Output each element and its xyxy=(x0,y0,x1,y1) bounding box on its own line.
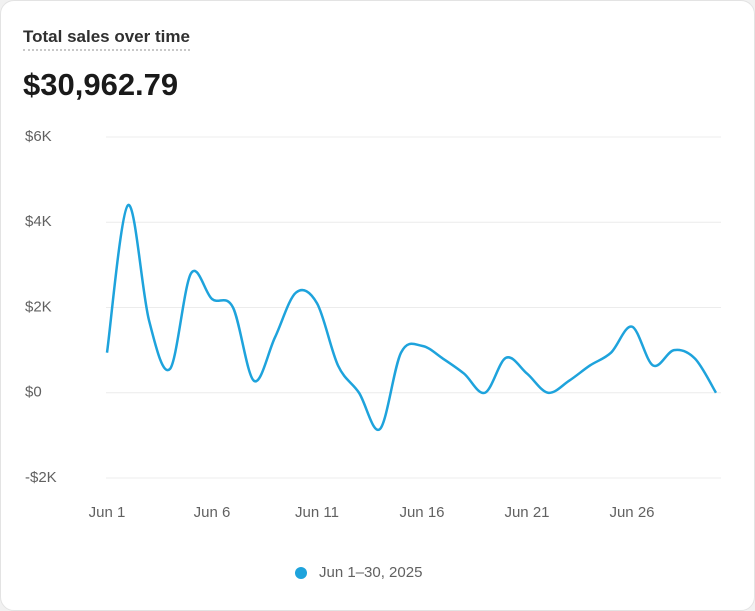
x-tick-label: Jun 1 xyxy=(89,504,126,521)
y-tick-label: $6K xyxy=(25,128,52,145)
x-tick-label: Jun 26 xyxy=(609,504,654,521)
y-tick-label: $4K xyxy=(25,213,52,230)
legend-swatch xyxy=(295,567,307,579)
y-tick-label: $2K xyxy=(25,298,52,315)
card-title: Total sales over time xyxy=(23,27,190,51)
legend-label: Jun 1–30, 2025 xyxy=(319,564,422,581)
y-tick-label: -$2K xyxy=(25,469,57,486)
total-value: $30,962.79 xyxy=(23,67,179,102)
x-tick-label: Jun 11 xyxy=(295,504,339,521)
y-tick-label: $0 xyxy=(25,384,42,401)
x-tick-label: Jun 21 xyxy=(504,504,549,521)
x-tick-label: Jun 16 xyxy=(399,504,444,521)
line-series xyxy=(105,203,718,432)
x-tick-label: Jun 6 xyxy=(194,504,231,521)
